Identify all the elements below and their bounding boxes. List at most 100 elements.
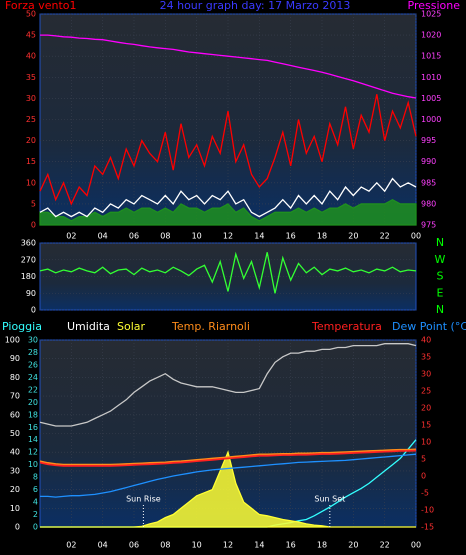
y2-tick-label: 25 bbox=[421, 387, 431, 396]
legend-label: Temperatura bbox=[311, 320, 382, 333]
y2-tick-label: 990 bbox=[421, 157, 436, 166]
panel-background bbox=[39, 242, 417, 311]
y2-tick-label: N bbox=[436, 236, 444, 249]
series-line bbox=[40, 34, 417, 99]
x-tick-label: 08 bbox=[160, 541, 170, 550]
x-tick-label: 04 bbox=[98, 232, 108, 241]
series-line bbox=[39, 449, 417, 467]
x-tick-label: 02 bbox=[66, 541, 76, 550]
x-tick-label: 06 bbox=[129, 232, 139, 241]
y3-tick-label: 22 bbox=[28, 385, 38, 394]
y-tick-label: 360 bbox=[21, 239, 36, 248]
legend-label: Solar bbox=[117, 320, 146, 333]
series-line bbox=[40, 453, 417, 498]
y3-tick-label: 26 bbox=[28, 360, 38, 369]
y2-tick-label: 975 bbox=[421, 221, 436, 230]
y2-tick-label: -5 bbox=[421, 489, 429, 498]
x-tick-label: 12 bbox=[223, 541, 233, 550]
annotation: Sun Rise bbox=[126, 495, 161, 504]
y3-tick-label: 20 bbox=[28, 398, 38, 407]
y-tick-label: 15 bbox=[26, 157, 36, 166]
x-tick-label: 08 bbox=[160, 232, 170, 241]
series-line bbox=[39, 343, 417, 427]
x-tick-label: 10 bbox=[192, 232, 202, 241]
y3-tick-label: 24 bbox=[28, 373, 38, 382]
y3-tick-label: 12 bbox=[28, 448, 38, 457]
x-tick-label: 00 bbox=[411, 541, 421, 550]
legend-label: Pressione bbox=[408, 0, 461, 12]
y-tick-label: 60 bbox=[10, 410, 20, 419]
y-tick-label: 30 bbox=[26, 94, 36, 103]
x-tick-label: 16 bbox=[286, 541, 296, 550]
y-tick-label: 70 bbox=[10, 392, 20, 401]
y-tick-label: 20 bbox=[10, 485, 20, 494]
series-line bbox=[39, 251, 417, 294]
y2-tick-label: 10 bbox=[421, 438, 431, 447]
y2-tick-label: N bbox=[436, 303, 444, 316]
y3-tick-label: 8 bbox=[33, 473, 38, 482]
y3-tick-label: 18 bbox=[28, 410, 38, 419]
y3-tick-label: 4 bbox=[33, 498, 38, 507]
legend-label: Temp. Riarnoli bbox=[171, 320, 250, 333]
x-tick-label: 00 bbox=[411, 232, 421, 241]
x-tick-label: 22 bbox=[380, 541, 390, 550]
x-tick-label: 12 bbox=[223, 232, 233, 241]
series-line bbox=[39, 448, 417, 466]
y-tick-label: 0 bbox=[31, 306, 36, 315]
y2-tick-label: 5 bbox=[421, 455, 426, 464]
y-tick-label: 40 bbox=[10, 448, 20, 457]
y3-tick-label: 28 bbox=[28, 348, 38, 357]
y2-tick-label: E bbox=[437, 286, 444, 299]
y-tick-label: 10 bbox=[26, 178, 36, 187]
y2-tick-label: 1000 bbox=[421, 115, 441, 124]
x-tick-label: 06 bbox=[129, 541, 139, 550]
y-tick-label: 5 bbox=[31, 199, 36, 208]
y-tick-label: 90 bbox=[26, 289, 36, 298]
x-tick-label: 20 bbox=[348, 541, 358, 550]
y-tick-label: 30 bbox=[10, 466, 20, 475]
y-tick-label: 25 bbox=[26, 115, 36, 124]
y2-tick-label: 40 bbox=[421, 336, 431, 345]
series-area bbox=[39, 198, 417, 226]
legend-label: Dew Point (°C) bbox=[392, 320, 466, 333]
annotation: Sun Set bbox=[314, 495, 345, 504]
series-line bbox=[39, 177, 417, 218]
x-tick-label: 10 bbox=[192, 541, 202, 550]
y-tick-label: 50 bbox=[26, 10, 36, 19]
y2-tick-label: 35 bbox=[421, 353, 431, 362]
y3-tick-label: 14 bbox=[28, 435, 38, 444]
y-tick-label: 0 bbox=[15, 523, 20, 532]
y3-tick-label: 6 bbox=[33, 485, 38, 494]
y-tick-label: 35 bbox=[26, 73, 36, 82]
y2-tick-label: S bbox=[437, 270, 444, 283]
x-tick-label: 04 bbox=[98, 541, 108, 550]
y3-tick-label: 16 bbox=[28, 423, 38, 432]
x-tick-label: 22 bbox=[380, 232, 390, 241]
x-tick-label: 16 bbox=[286, 232, 296, 241]
y3-tick-label: 2 bbox=[33, 510, 38, 519]
y2-tick-label: 1020 bbox=[421, 31, 441, 40]
x-tick-label: 20 bbox=[348, 232, 358, 241]
y2-tick-label: 0 bbox=[421, 472, 426, 481]
x-tick-label: 14 bbox=[254, 541, 264, 550]
y2-tick-label: 1015 bbox=[421, 52, 441, 61]
y-tick-label: 45 bbox=[26, 31, 36, 40]
y2-tick-label: -10 bbox=[421, 506, 434, 515]
y3-tick-label: 10 bbox=[28, 460, 38, 469]
y2-tick-label: 995 bbox=[421, 136, 436, 145]
y2-tick-label: 30 bbox=[421, 370, 431, 379]
y3-tick-label: 0 bbox=[33, 523, 38, 532]
y-tick-label: 90 bbox=[10, 354, 20, 363]
y-tick-label: 50 bbox=[10, 429, 20, 438]
legend-label: Pioggia bbox=[2, 320, 42, 333]
y2-tick-label: 1010 bbox=[421, 73, 441, 82]
y2-tick-label: 1025 bbox=[421, 10, 441, 19]
y2-tick-label: W bbox=[435, 253, 446, 266]
y-tick-label: 10 bbox=[10, 504, 20, 513]
y-tick-label: 100 bbox=[5, 336, 20, 345]
y2-tick-label: -15 bbox=[421, 523, 434, 532]
y2-tick-label: 980 bbox=[421, 199, 436, 208]
y2-tick-label: 20 bbox=[421, 404, 431, 413]
y-tick-label: 40 bbox=[26, 52, 36, 61]
